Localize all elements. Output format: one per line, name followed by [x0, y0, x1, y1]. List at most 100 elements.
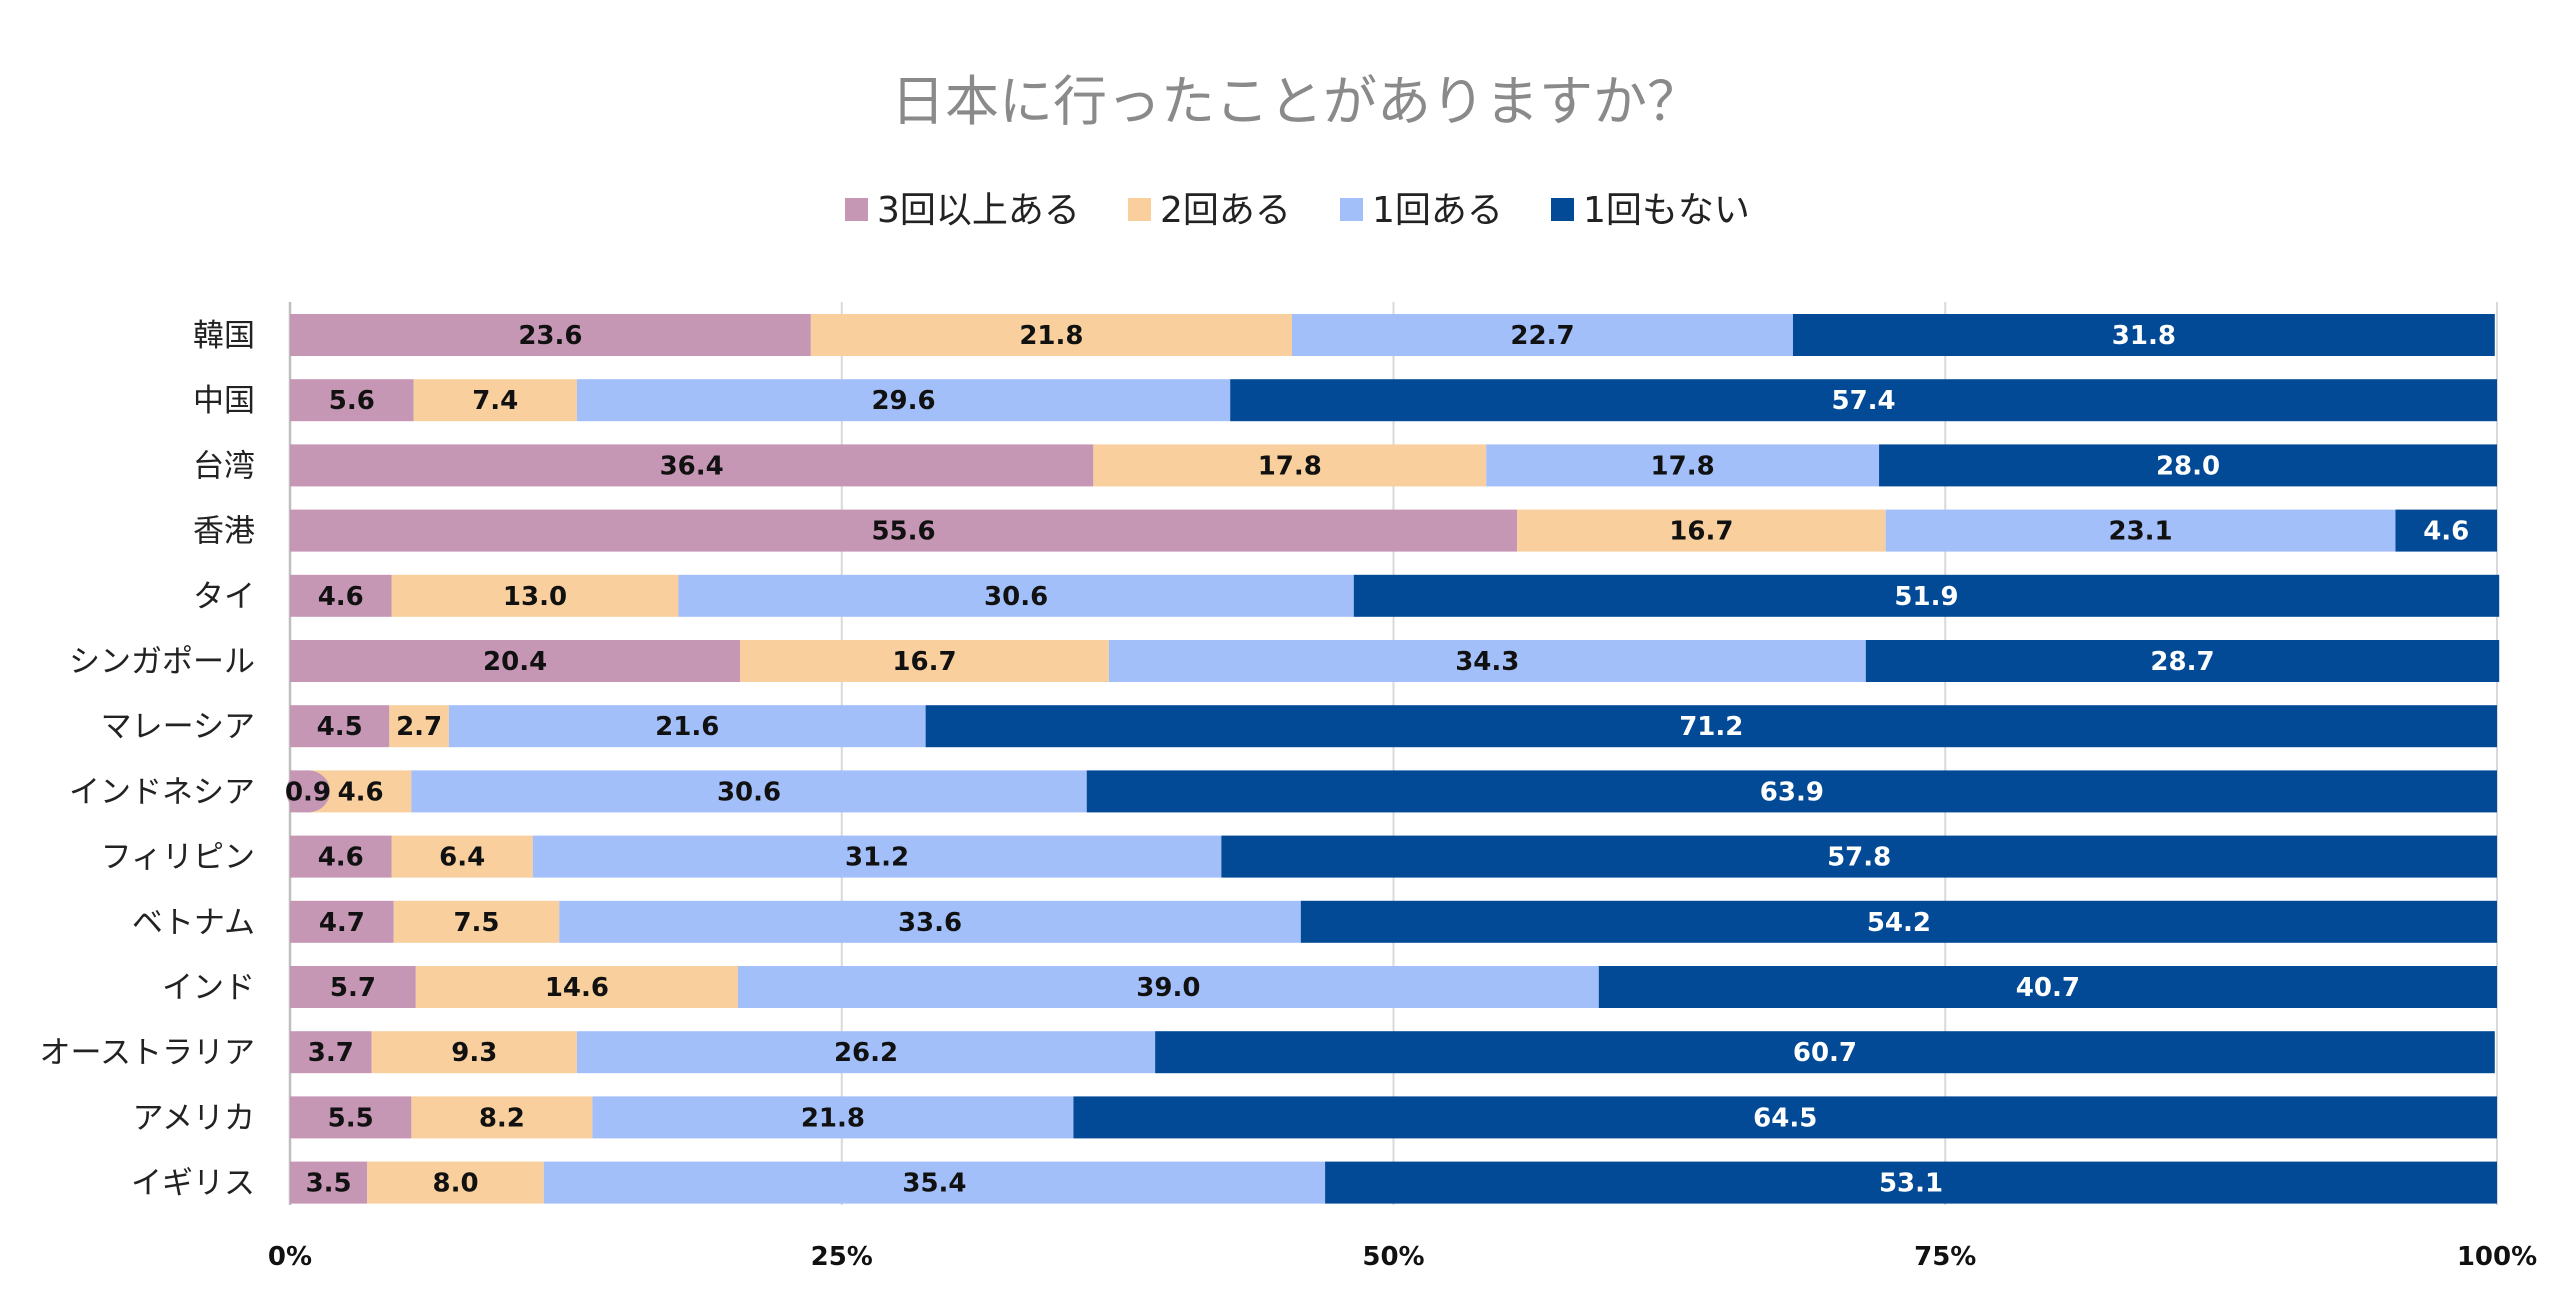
bar-segment [290, 1096, 412, 1139]
data-label: 31.2 [845, 843, 909, 873]
x-tick-label: 75% [1914, 1242, 1976, 1272]
category-label: ベトナム [132, 905, 255, 941]
legend-label: 3回以上ある [877, 190, 1080, 231]
legend-swatch [1128, 198, 1151, 221]
data-label: 55.6 [871, 517, 935, 547]
bar-segment [290, 574, 392, 617]
data-label: 54.2 [1867, 908, 1931, 938]
bar-segment [290, 1031, 372, 1074]
data-label: 4.6 [318, 843, 364, 873]
data-label: 51.9 [1894, 582, 1958, 612]
data-label: 2.7 [396, 712, 442, 742]
category-labels: 韓国中国台湾香港タイシンガポールマレーシアインドネシアフィリピンベトナムインドオ… [40, 318, 255, 1202]
bar-segment [448, 705, 926, 748]
data-label: 7.5 [453, 908, 499, 938]
bar-segment [1155, 1031, 2495, 1074]
category-label: 中国 [193, 383, 255, 419]
bar-segment [1865, 640, 2500, 682]
bar-segment [1291, 314, 1793, 356]
data-label: 39.0 [1136, 973, 1200, 1003]
bar-segment [389, 705, 449, 748]
bar-segment [1230, 379, 2497, 422]
data-label: 60.7 [1793, 1038, 1857, 1068]
bar-segment [290, 640, 741, 682]
bar-segment [1086, 770, 2497, 813]
data-label: 23.6 [518, 321, 582, 351]
legend-swatch [845, 198, 868, 221]
data-label: 63.9 [1760, 777, 1824, 807]
data-label: 4.6 [338, 777, 384, 807]
x-axis-tick-labels: 0% 25% 50% 75% 100% [268, 1242, 2537, 1272]
bar-segment [810, 314, 1292, 356]
data-label: 35.4 [902, 1169, 966, 1199]
bar-segment [1093, 444, 1487, 487]
data-label: 22.7 [1510, 321, 1574, 351]
category-label: 韓国 [193, 318, 255, 354]
bar-segment [576, 1031, 1156, 1074]
bar-segment [290, 835, 392, 878]
bar-segment [393, 900, 560, 943]
category-label: マレーシア [101, 709, 255, 745]
data-label: 21.8 [1019, 321, 1083, 351]
x-tick-label: 25% [811, 1242, 873, 1272]
data-label: 20.4 [483, 647, 547, 677]
bar-segment [1792, 314, 2495, 356]
data-label: 36.4 [660, 451, 724, 481]
bar-segment [391, 835, 533, 878]
bar-segment [413, 379, 577, 422]
bar-segment [1598, 966, 2497, 1008]
bar-segment [678, 574, 1354, 617]
bar-segment [1325, 1161, 2497, 1204]
data-label-bubble [286, 770, 330, 813]
chart-title: 日本に行ったことがありますか？ [891, 70, 1701, 133]
data-label: 34.3 [1455, 647, 1519, 677]
data-label: 5.5 [328, 1103, 374, 1133]
bar-segment [290, 314, 811, 356]
bar-segment [411, 1096, 593, 1139]
data-label: 3.5 [306, 1169, 352, 1199]
data-label: 16.7 [892, 647, 956, 677]
bar-segment [290, 509, 1518, 552]
category-label: インド [162, 970, 255, 1006]
data-label: 16.7 [1669, 517, 1733, 547]
bar-segment [1221, 835, 2497, 878]
data-label: 30.6 [984, 582, 1048, 612]
data-label: 57.4 [1832, 386, 1896, 416]
data-label: 4.6 [318, 582, 364, 612]
bar-segment [1353, 574, 2500, 617]
data-label: 9.3 [451, 1038, 497, 1068]
category-label: インドネシア [69, 774, 255, 810]
data-label: 17.8 [1258, 451, 1322, 481]
category-label: 香港 [193, 514, 255, 550]
x-tick-label: 50% [1362, 1242, 1424, 1272]
category-label: シンガポール [69, 644, 255, 680]
bar-segment [367, 1161, 544, 1204]
data-label: 8.0 [432, 1169, 478, 1199]
bar-segment [1108, 640, 1866, 682]
bar-segment [290, 379, 414, 422]
bar-segment [2395, 509, 2497, 552]
bar-segment [592, 1096, 1074, 1139]
data-label: 8.2 [479, 1103, 525, 1133]
legend: 3回以上ある 2回ある 1回ある 1回もない [845, 190, 1750, 231]
bar-segment [559, 900, 1301, 943]
data-label: 17.8 [1651, 451, 1715, 481]
data-label: 4.7 [319, 908, 365, 938]
data-label: 31.8 [2112, 321, 2176, 351]
bar-segment [411, 770, 1087, 813]
data-label: 4.5 [317, 712, 363, 742]
bar-segment [740, 640, 1109, 682]
x-tick-label: 100% [2457, 1242, 2537, 1272]
bar-segment [391, 574, 679, 617]
data-label: 5.6 [329, 386, 375, 416]
legend-label: 2回ある [1160, 190, 1291, 231]
data-label: 29.6 [871, 386, 935, 416]
legend-label: 1回ある [1372, 190, 1503, 231]
data-label: 21.8 [801, 1103, 865, 1133]
data-label: 40.7 [2016, 973, 2080, 1003]
category-label: 台湾 [193, 448, 255, 484]
bar-segment [371, 1031, 577, 1074]
bar-segment [1486, 444, 1880, 487]
data-label: 28.7 [2150, 647, 2214, 677]
